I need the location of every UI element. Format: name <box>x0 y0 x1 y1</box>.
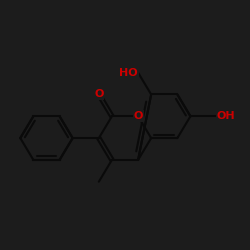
Text: HO: HO <box>120 68 138 78</box>
Text: O: O <box>134 111 143 121</box>
Text: O: O <box>94 90 104 100</box>
Text: OH: OH <box>216 111 235 121</box>
